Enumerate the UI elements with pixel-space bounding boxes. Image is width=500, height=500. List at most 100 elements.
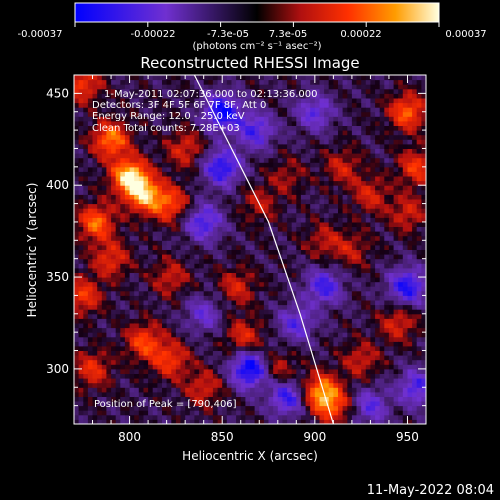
heatmap-cell xyxy=(231,194,237,200)
heatmap-cell xyxy=(370,359,376,365)
heatmap-cell xyxy=(291,313,297,319)
heatmap-cell xyxy=(180,120,186,126)
heatmap-cell xyxy=(240,295,246,301)
heatmap-cell xyxy=(324,176,330,182)
heatmap-cell xyxy=(166,203,172,209)
heatmap-cell xyxy=(106,244,112,250)
heatmap-cell xyxy=(74,295,80,301)
heatmap-cell xyxy=(268,212,274,218)
heatmap-cell xyxy=(347,272,353,278)
heatmap-cell xyxy=(268,125,274,131)
heatmap-cell xyxy=(138,185,144,191)
heatmap-cell xyxy=(277,336,283,342)
heatmap-cell xyxy=(240,249,246,255)
heatmap-cell xyxy=(351,387,357,393)
heatmap-cell xyxy=(273,405,279,411)
heatmap-cell xyxy=(203,290,209,296)
heatmap-cell xyxy=(254,304,260,310)
heatmap-cell xyxy=(259,263,265,269)
heatmap-cell xyxy=(254,134,260,140)
heatmap-cell xyxy=(287,378,293,384)
colorbar-tick-label: -0.00037 xyxy=(18,29,63,40)
heatmap-cell xyxy=(143,327,149,333)
heatmap-cell xyxy=(208,107,214,113)
heatmap-cell xyxy=(185,180,191,186)
heatmap-cell xyxy=(291,355,297,361)
heatmap-cell xyxy=(134,364,140,370)
heatmap-cell xyxy=(217,125,223,131)
heatmap-cell xyxy=(199,318,205,324)
heatmap-cell xyxy=(351,304,357,310)
heatmap-cell xyxy=(166,318,172,324)
heatmap-cell xyxy=(111,194,117,200)
heatmap-cell xyxy=(319,281,325,287)
heatmap-cell xyxy=(338,401,344,407)
heatmap-cell xyxy=(259,79,265,85)
heatmap-cell xyxy=(375,295,381,301)
heatmap-cell xyxy=(226,134,232,140)
heatmap-cell xyxy=(231,378,237,384)
heatmap-cell xyxy=(254,286,260,292)
heatmap-cell xyxy=(83,171,89,177)
heatmap-cell xyxy=(148,318,154,324)
heatmap-cell xyxy=(138,84,144,90)
heatmap-cell xyxy=(134,226,140,232)
heatmap-cell xyxy=(240,221,246,227)
heatmap-cell xyxy=(231,249,237,255)
heatmap-cell xyxy=(157,102,163,108)
heatmap-cell xyxy=(180,208,186,214)
heatmap-cell xyxy=(226,88,232,94)
heatmap-cell xyxy=(212,419,218,424)
heatmap-cell xyxy=(231,405,237,411)
heatmap-cell xyxy=(101,267,107,273)
heatmap-cell xyxy=(263,88,269,94)
heatmap-cell xyxy=(138,254,144,260)
heatmap-cell xyxy=(277,79,283,85)
heatmap-cell xyxy=(287,405,293,411)
heatmap-cell xyxy=(180,350,186,356)
heatmap-cell xyxy=(124,387,130,393)
heatmap-cell xyxy=(305,93,311,99)
heatmap-cell xyxy=(333,364,339,370)
heatmap-cell xyxy=(324,93,330,99)
heatmap-cell xyxy=(111,290,117,296)
heatmap-cell xyxy=(106,345,112,351)
heatmap-cell xyxy=(342,258,348,264)
heatmap-cell xyxy=(226,166,232,172)
heatmap-cell xyxy=(74,414,80,420)
heatmap-cell xyxy=(375,281,381,287)
heatmap-cell xyxy=(245,387,251,393)
heatmap-cell xyxy=(268,318,274,324)
heatmap-cell xyxy=(143,157,149,163)
heatmap-cell xyxy=(338,336,344,342)
heatmap-cell xyxy=(157,286,163,292)
heatmap-cell xyxy=(226,116,232,122)
heatmap-cell xyxy=(273,102,279,108)
heatmap-cell xyxy=(296,84,302,90)
heatmap-cell xyxy=(199,387,205,393)
heatmap-cell xyxy=(101,199,107,205)
heatmap-cell xyxy=(115,345,121,351)
heatmap-cell xyxy=(129,226,135,232)
heatmap-cell xyxy=(157,309,163,315)
heatmap-cell xyxy=(83,295,89,301)
heatmap-cell xyxy=(97,277,103,283)
heatmap-cell xyxy=(106,221,112,227)
heatmap-cell xyxy=(231,410,237,416)
heatmap-cell xyxy=(157,157,163,163)
heatmap-cell xyxy=(259,401,265,407)
heatmap-cell xyxy=(199,419,205,424)
heatmap-cell xyxy=(212,143,218,149)
heatmap-cell xyxy=(250,153,256,159)
heatmap-cell xyxy=(175,84,181,90)
heatmap-cell xyxy=(375,267,381,273)
heatmap-cell xyxy=(226,364,232,370)
heatmap-cell xyxy=(356,263,362,269)
heatmap-cell xyxy=(287,309,293,315)
heatmap-cell xyxy=(291,171,297,177)
heatmap-cell xyxy=(180,212,186,218)
heatmap-cell xyxy=(342,162,348,168)
heatmap-cell xyxy=(375,364,381,370)
heatmap-cell xyxy=(74,350,80,356)
heatmap-cell xyxy=(222,401,228,407)
